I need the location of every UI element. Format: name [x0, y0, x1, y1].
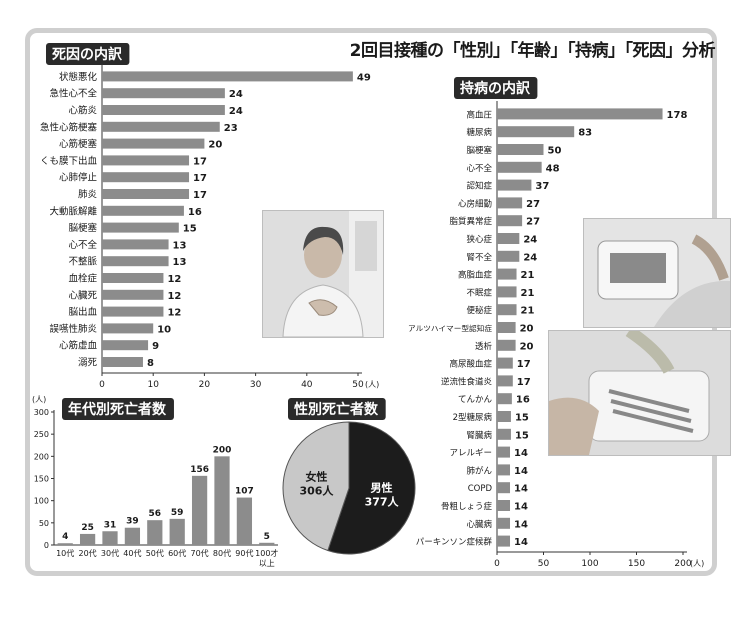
woman-photo-illustration [263, 211, 383, 337]
medicine-tray-photo [548, 330, 731, 456]
monitor-photo-illustration [584, 219, 730, 327]
tray-photo-illustration [549, 331, 730, 455]
main-title: 2回目接種の「性別」「年齢」「持病」「死因」分析 [349, 41, 716, 61]
blood-pressure-monitor-photo [583, 218, 731, 328]
woman-chest-pain-photo [262, 210, 384, 338]
